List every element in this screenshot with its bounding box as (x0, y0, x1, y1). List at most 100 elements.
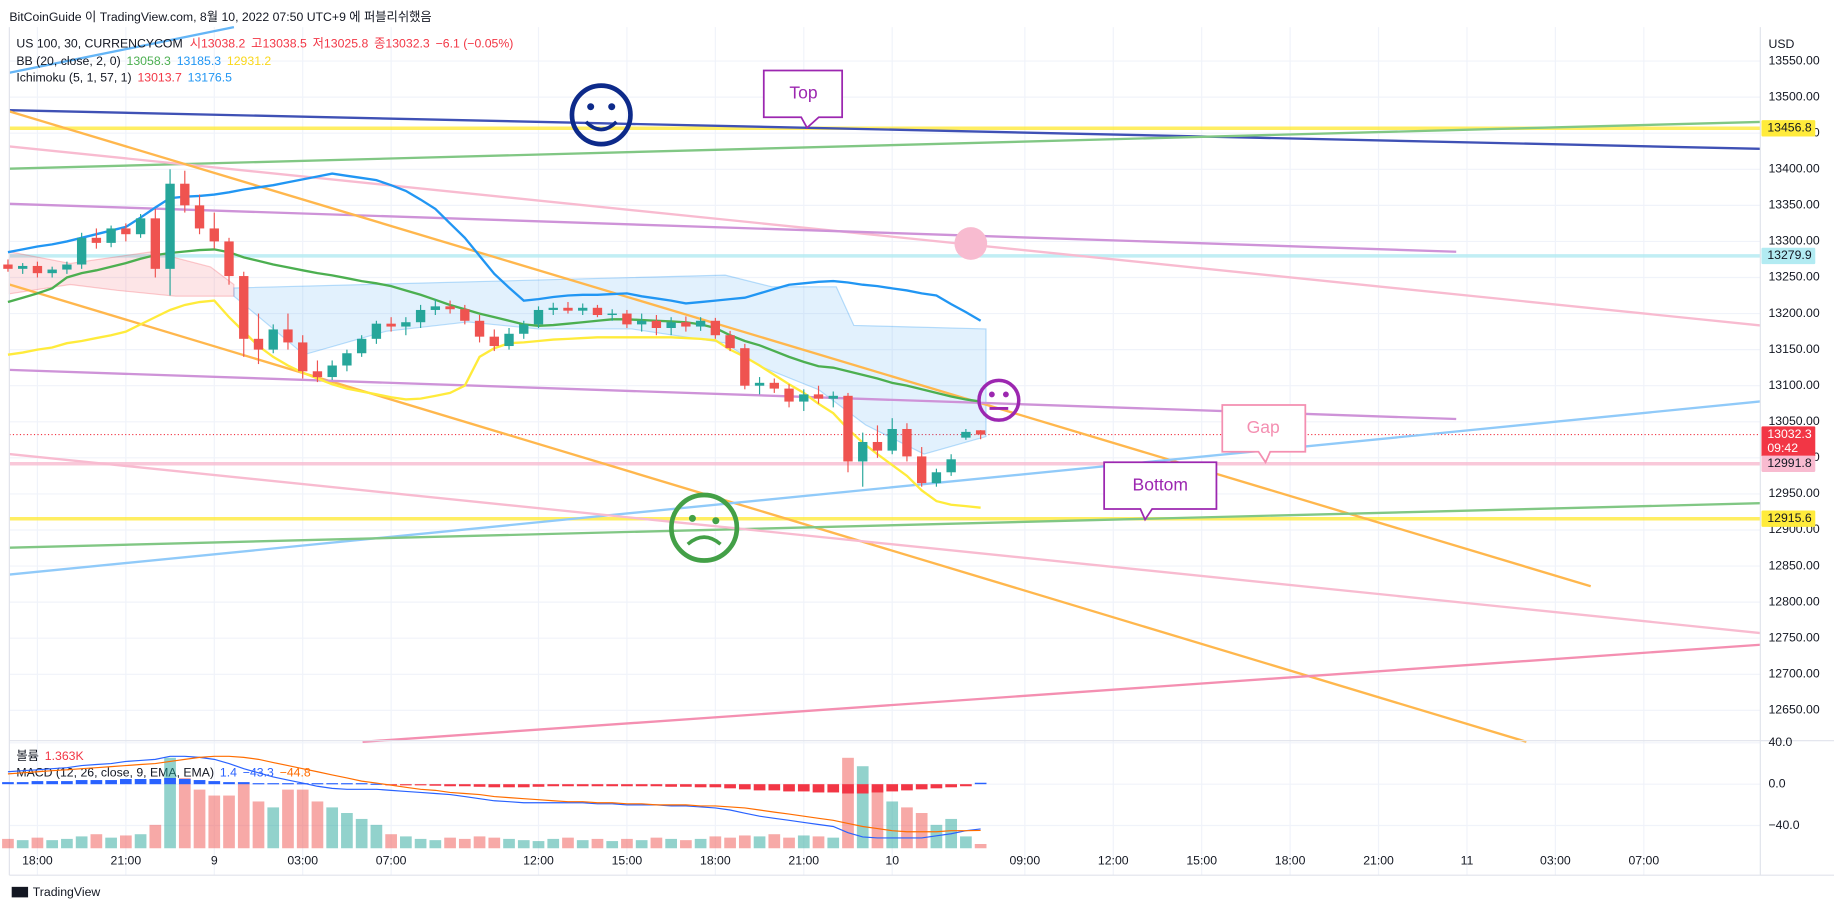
volume-bar (178, 778, 191, 849)
candle-body (651, 320, 662, 328)
macd-histogram (400, 784, 412, 786)
candle-body (76, 237, 87, 265)
legend-volume: 볼륨 1.363K (16, 749, 84, 763)
candle-body (460, 309, 470, 321)
candle-body (961, 431, 971, 438)
x-tick-label: 12:00 (1098, 853, 1129, 867)
candle-body (740, 348, 750, 386)
x-tick-label: 15:00 (612, 853, 643, 867)
candle-body (828, 395, 838, 399)
trend-line (9, 145, 1761, 327)
publisher: BitCoinGuide 이 TradingView.com, 8월 10, 2… (9, 9, 431, 24)
candle-body (607, 313, 617, 316)
candle-body (91, 237, 102, 243)
volume-bar (237, 784, 250, 849)
macd: MACD (12, 26, close, 9, EMA, EMA) (16, 766, 214, 780)
candle-body (209, 228, 219, 242)
candle-body (342, 353, 352, 366)
macd-histogram (738, 784, 751, 790)
callout-text: Gap (1247, 417, 1280, 437)
volume-bar (385, 834, 397, 849)
macd-histogram (134, 779, 147, 785)
y-tick-label: 13350.00 (1769, 198, 1820, 212)
callout-text: Top (789, 82, 818, 102)
macd-histogram (46, 781, 59, 785)
x-tick-label: 03:00 (1540, 853, 1571, 867)
price-label: 12991.8 (1767, 456, 1812, 470)
candle-body (858, 441, 868, 462)
candle-body (946, 459, 956, 473)
candle-body (283, 329, 293, 343)
y-tick-label: 12800.00 (1769, 594, 1820, 608)
macd-histogram (783, 784, 795, 792)
bb: BB (20, close, 2, 0) (16, 55, 120, 69)
volume-bar (680, 840, 692, 849)
volume-bar (134, 834, 147, 849)
ohlc: 저13025.8 (313, 37, 369, 51)
macd-histogram (267, 783, 280, 785)
macd-histogram (488, 784, 501, 788)
candle-body (445, 306, 455, 310)
candle-body (843, 395, 853, 462)
macd-histogram (680, 784, 692, 787)
macd-histogram (665, 784, 677, 787)
x-tick-label: 18:00 (22, 853, 53, 867)
smiley-mouth (584, 120, 618, 132)
x-tick-label: 11 (1461, 853, 1474, 867)
macd-histogram (355, 783, 368, 785)
candle-body (268, 329, 278, 350)
volume-bar (16, 840, 29, 849)
y2-tick-label: 0.0 (1769, 776, 1786, 790)
candle-body (3, 264, 13, 269)
candle-body (135, 218, 146, 235)
volume-bar (827, 837, 840, 849)
candle-body (813, 394, 824, 399)
macd-histogram (974, 782, 987, 785)
y-tick-label: 12700.00 (1769, 667, 1820, 681)
volume-bar (856, 766, 869, 849)
macd-histogram (237, 782, 250, 785)
trend-line (9, 452, 1761, 635)
volume-bar (46, 840, 59, 849)
candle-body (253, 338, 264, 350)
macd-histogram (901, 784, 913, 791)
macd-histogram (562, 784, 574, 787)
volume-bar (606, 841, 619, 849)
trend-line (9, 502, 1761, 549)
volume-bar (444, 837, 456, 849)
x-tick-label: 9 (211, 853, 218, 867)
cat-icon (954, 227, 988, 260)
candle-body (194, 205, 205, 229)
volume-bar (164, 757, 176, 849)
macd-histogram (945, 784, 958, 788)
volume-bar (576, 840, 589, 849)
x-tick-label: 21:00 (1363, 853, 1394, 867)
y-tick-label: 12850.00 (1769, 558, 1820, 572)
trend-line (9, 368, 1457, 421)
candle-body (681, 322, 691, 327)
x-tick-label: 07:00 (1628, 853, 1659, 867)
macd-histogram (120, 779, 132, 785)
candle-body (298, 342, 308, 372)
macd-histogram (444, 784, 456, 787)
signal-line (7, 755, 981, 833)
candle-body (784, 388, 794, 402)
volume-bar (930, 824, 943, 849)
volume-bar (709, 836, 722, 849)
candle-body (150, 218, 161, 269)
volume-bar (753, 836, 766, 849)
macd-histogram (75, 780, 88, 785)
trend-line (9, 26, 235, 74)
cloud (8, 251, 235, 297)
candle-body (165, 183, 175, 269)
macd-histogram (871, 784, 884, 793)
macd-histogram (61, 781, 73, 785)
macd-histogram (591, 784, 604, 787)
price-label-bg (1761, 426, 1816, 457)
macd-value: −44.8 (280, 766, 311, 780)
candle-body (666, 322, 676, 328)
candle-body (592, 307, 603, 316)
macd-histogram (797, 784, 810, 792)
candle-body (121, 228, 131, 235)
volume-bar (105, 837, 117, 849)
